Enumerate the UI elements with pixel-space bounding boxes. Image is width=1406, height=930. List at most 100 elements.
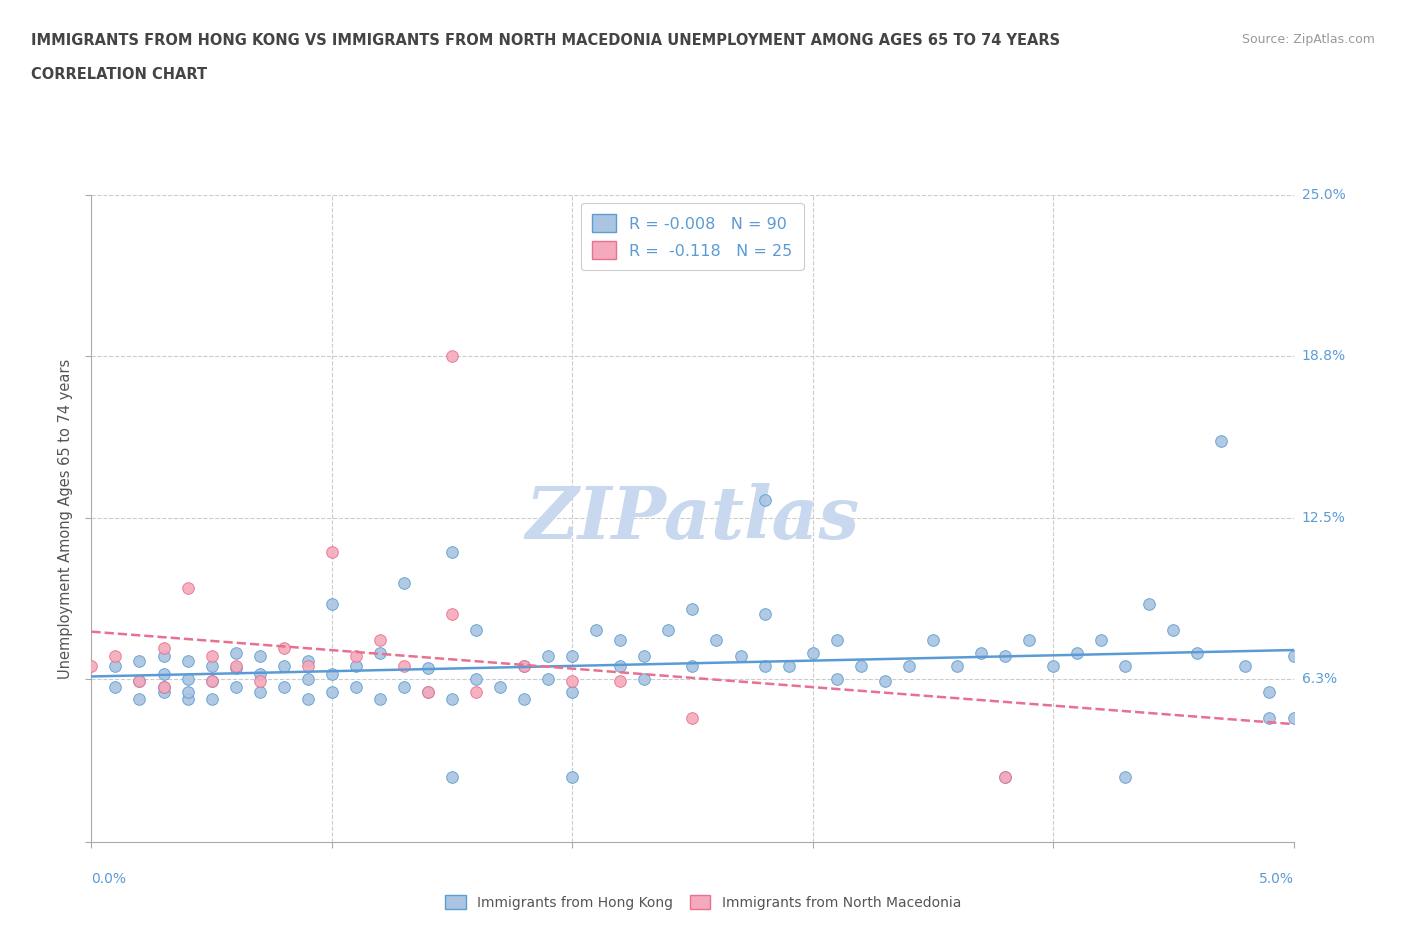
Legend: R = -0.008   N = 90, R =  -0.118   N = 25: R = -0.008 N = 90, R = -0.118 N = 25	[581, 204, 804, 270]
Point	[681, 658, 703, 673]
Point	[440, 770, 463, 785]
Point	[825, 671, 848, 686]
Point	[561, 770, 583, 785]
Point	[201, 674, 224, 689]
Point	[416, 684, 439, 699]
Point	[344, 648, 367, 663]
Point	[297, 658, 319, 673]
Point	[1042, 658, 1064, 673]
Point	[201, 674, 224, 689]
Point	[561, 684, 583, 699]
Text: 0.0%: 0.0%	[91, 872, 127, 886]
Point	[104, 648, 127, 663]
Point	[994, 648, 1017, 663]
Point	[152, 679, 174, 694]
Point	[392, 679, 415, 694]
Point	[1066, 645, 1088, 660]
Point	[344, 679, 367, 694]
Point	[1282, 648, 1305, 663]
Point	[513, 692, 536, 707]
Point	[80, 658, 103, 673]
Point	[1114, 658, 1136, 673]
Point	[609, 674, 631, 689]
Point	[440, 348, 463, 363]
Point	[104, 658, 127, 673]
Point	[128, 692, 150, 707]
Text: 6.3%: 6.3%	[1302, 671, 1337, 685]
Point	[249, 666, 271, 681]
Point	[416, 661, 439, 676]
Point	[1234, 658, 1257, 673]
Point	[201, 648, 224, 663]
Point	[994, 770, 1017, 785]
Point	[440, 545, 463, 560]
Point	[897, 658, 920, 673]
Text: 25.0%: 25.0%	[1302, 188, 1346, 203]
Point	[321, 666, 343, 681]
Point	[1187, 645, 1209, 660]
Point	[465, 622, 488, 637]
Point	[344, 658, 367, 673]
Text: ZIPatlas: ZIPatlas	[526, 483, 859, 554]
Point	[440, 606, 463, 621]
Point	[754, 658, 776, 673]
Text: 5.0%: 5.0%	[1258, 872, 1294, 886]
Point	[176, 581, 198, 596]
Point	[513, 658, 536, 673]
Point	[1018, 632, 1040, 647]
Point	[825, 632, 848, 647]
Point	[297, 692, 319, 707]
Point	[873, 674, 896, 689]
Point	[537, 671, 560, 686]
Point	[321, 545, 343, 560]
Point	[201, 692, 224, 707]
Point	[152, 679, 174, 694]
Point	[152, 684, 174, 699]
Point	[849, 658, 872, 673]
Point	[225, 661, 247, 676]
Point	[1258, 684, 1281, 699]
Point	[706, 632, 728, 647]
Point	[273, 658, 295, 673]
Point	[297, 653, 319, 668]
Point	[128, 653, 150, 668]
Point	[176, 653, 198, 668]
Point	[176, 671, 198, 686]
Point	[489, 679, 512, 694]
Point	[681, 711, 703, 725]
Point	[392, 658, 415, 673]
Point	[1211, 433, 1233, 448]
Point	[225, 645, 247, 660]
Point	[440, 692, 463, 707]
Point	[104, 679, 127, 694]
Point	[392, 576, 415, 591]
Point	[561, 674, 583, 689]
Point	[1090, 632, 1112, 647]
Point	[754, 606, 776, 621]
Point	[321, 596, 343, 611]
Point	[681, 602, 703, 617]
Point	[609, 632, 631, 647]
Point	[201, 658, 224, 673]
Point	[249, 648, 271, 663]
Text: 18.8%: 18.8%	[1302, 349, 1346, 363]
Point	[585, 622, 607, 637]
Point	[1282, 711, 1305, 725]
Point	[1258, 711, 1281, 725]
Point	[1137, 596, 1160, 611]
Point	[537, 648, 560, 663]
Point	[946, 658, 969, 673]
Point	[801, 645, 824, 660]
Point	[368, 632, 391, 647]
Point	[225, 658, 247, 673]
Point	[465, 684, 488, 699]
Point	[633, 671, 655, 686]
Point	[152, 641, 174, 656]
Point	[633, 648, 655, 663]
Point	[754, 493, 776, 508]
Point	[176, 684, 198, 699]
Point	[297, 671, 319, 686]
Point	[609, 658, 631, 673]
Text: IMMIGRANTS FROM HONG KONG VS IMMIGRANTS FROM NORTH MACEDONIA UNEMPLOYMENT AMONG : IMMIGRANTS FROM HONG KONG VS IMMIGRANTS …	[31, 33, 1060, 47]
Point	[513, 658, 536, 673]
